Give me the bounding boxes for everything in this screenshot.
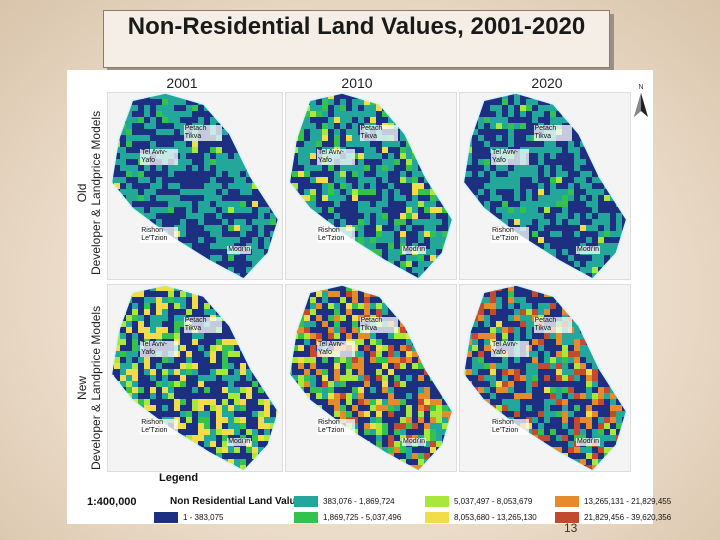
map-panel-new-2020: Tel Aviv-Yafo Petach Tikva Rishon Le'Tzion… <box>459 284 631 472</box>
north-letter: N <box>638 84 644 91</box>
city-label-rishon: Rishon Le'Tzion <box>140 226 179 243</box>
city-label-modiin: Modi'in <box>576 245 600 254</box>
legend-label: 8,053,680 - 13,265,130 <box>454 513 537 522</box>
map-panel-old-2010: Tel Aviv-Yafo Petach Tikva Rishon Le'Tzion… <box>285 92 457 280</box>
city-label-rishon: Rishon Le'Tzion <box>317 226 355 243</box>
row-label-new: New Developer & Landprice Models <box>75 306 103 470</box>
city-label-petach-tikva: Petach Tikva <box>183 124 222 141</box>
north-arrow: N <box>632 84 650 124</box>
city-label-modiin: Modi'in <box>227 245 252 254</box>
legend-swatch <box>294 496 318 507</box>
legend-label: 1,869,725 - 5,037,496 <box>323 513 402 522</box>
land-value-map-figure: 2001 2010 2020 Old Developer & Landprice… <box>67 70 671 524</box>
city-label-rishon: Rishon Le'Tzion <box>491 226 529 243</box>
city-label-tel-aviv: Tel Aviv-Yafo <box>140 148 179 165</box>
slide-title: Non-Residential Land Values, 2001-2020 <box>103 10 610 68</box>
legend-label: 21,829,456 - 39,620,356 <box>584 513 672 522</box>
land-value-raster <box>110 93 280 279</box>
legend-title: Legend <box>159 472 199 484</box>
row-label-new-line2: Developer & Landprice Models <box>89 305 103 470</box>
map-panel-new-2001: Tel Aviv-Yafo Petach Tikva Rishon Le'Tzion… <box>107 284 283 472</box>
land-value-raster <box>110 285 280 471</box>
city-label-tel-aviv: Tel Aviv-Yafo <box>491 148 529 165</box>
column-header-2010: 2010 <box>341 75 373 91</box>
legend-swatch <box>555 496 579 507</box>
city-label-petach-tikva: Petach Tikva <box>533 316 572 333</box>
city-label-tel-aviv: Tel Aviv-Yafo <box>491 340 529 357</box>
legend-swatch <box>425 496 449 507</box>
legend-label: 13,265,131 - 21,829,455 <box>584 497 672 506</box>
land-value-raster <box>288 93 454 279</box>
row-label-new-line1: New <box>75 375 89 400</box>
legend-swatch <box>425 512 449 523</box>
city-label-rishon: Rishon Le'Tzion <box>317 418 355 435</box>
column-header-2020: 2020 <box>531 75 563 91</box>
map-scale: 1:400,000 <box>87 496 137 508</box>
row-label-old-line1: Old <box>75 183 89 203</box>
city-label-modiin: Modi'in <box>227 437 252 446</box>
city-label-petach-tikva: Petach Tikva <box>359 124 398 141</box>
legend-swatch <box>294 512 318 523</box>
city-label-modiin: Modi'in <box>402 245 426 254</box>
legend-label: 383,076 - 1,869,724 <box>323 497 395 506</box>
city-label-rishon: Rishon Le'Tzion <box>140 418 179 435</box>
city-label-petach-tikva: Petach Tikva <box>183 316 222 333</box>
city-label-tel-aviv: Tel Aviv-Yafo <box>317 340 355 357</box>
land-value-raster <box>462 285 628 471</box>
column-header-2001: 2001 <box>166 75 198 91</box>
legend-heading: Non Residential Land Value <box>170 496 302 507</box>
north-arrow-icon <box>634 93 648 117</box>
land-value-raster <box>462 93 628 279</box>
legend-swatch <box>555 512 579 523</box>
city-label-tel-aviv: Tel Aviv-Yafo <box>317 148 355 165</box>
map-panel-old-2001: Tel Aviv-Yafo Petach Tikva Rishon Le'Tzion… <box>107 92 283 280</box>
city-label-modiin: Modi'in <box>402 437 426 446</box>
page-number: 13 <box>564 521 578 535</box>
city-label-modiin: Modi'in <box>576 437 600 446</box>
row-label-old-line2: Developer & Landprice Models <box>89 110 103 275</box>
legend-label: 1 - 383,075 <box>183 513 224 522</box>
city-label-petach-tikva: Petach Tikva <box>359 316 398 333</box>
row-label-old: Old Developer & Landprice Models <box>75 111 103 275</box>
land-value-raster <box>288 285 454 471</box>
legend-label: 5,037,497 - 8,053,679 <box>454 497 533 506</box>
legend-swatch <box>154 512 178 523</box>
map-panel-new-2010: Tel Aviv-Yafo Petach Tikva Rishon Le'Tzion… <box>285 284 457 472</box>
city-label-petach-tikva: Petach Tikva <box>533 124 572 141</box>
map-panel-old-2020: Tel Aviv-Yafo Petach Tikva Rishon Le'Tzion… <box>459 92 631 280</box>
city-label-rishon: Rishon Le'Tzion <box>491 418 529 435</box>
city-label-tel-aviv: Tel Aviv-Yafo <box>140 340 179 357</box>
